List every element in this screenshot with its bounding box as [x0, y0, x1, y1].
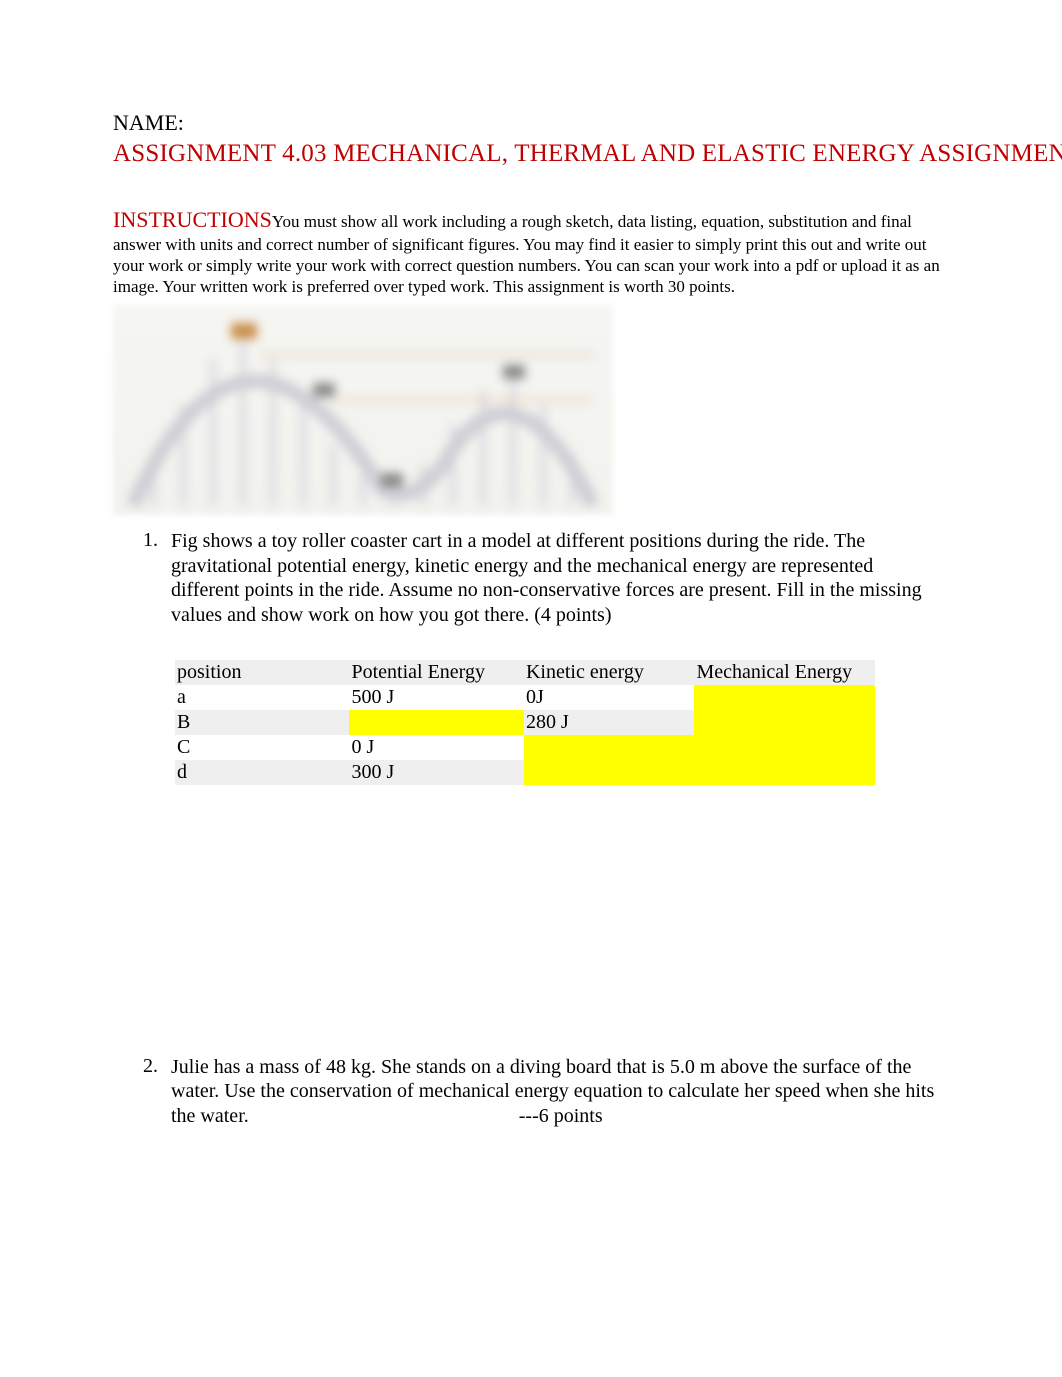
question-1: 1. Fig shows a toy roller coaster cart i… [113, 529, 942, 627]
question-2-text: Julie has a mass of 48 kg. She stands on… [171, 1055, 942, 1129]
table-row: B 280 J [175, 710, 875, 735]
question-1-text: Fig shows a toy roller coaster cart in a… [171, 529, 942, 627]
page: NAME: ASSIGNMENT 4.03 MECHANICAL, THERMA… [0, 0, 1062, 1168]
table-header-row: position Potential Energy Kinetic energy… [175, 660, 875, 685]
cell-pe: 300 J [349, 760, 523, 785]
cell-pe: 500 J [349, 685, 523, 710]
cell-ke: 280 J [524, 710, 694, 735]
cell-ke [524, 735, 694, 760]
energy-table: position Potential Energy Kinetic energy… [175, 660, 875, 785]
cell-position: B [175, 710, 349, 735]
cell-position: d [175, 760, 349, 785]
cell-position: a [175, 685, 349, 710]
cell-ke: 0J [524, 685, 694, 710]
cell-pe [349, 710, 523, 735]
col-header-mechanical: Mechanical Energy [694, 660, 875, 685]
table-row: C 0 J [175, 735, 875, 760]
cell-me [694, 685, 875, 710]
cell-position: C [175, 735, 349, 760]
cell-me [694, 710, 875, 735]
name-label: NAME: [113, 110, 942, 136]
question-2: 2. Julie has a mass of 48 kg. She stands… [113, 1055, 942, 1129]
question-1-number: 1. [143, 529, 171, 627]
col-header-kinetic: Kinetic energy [524, 660, 694, 685]
roller-coaster-svg [113, 305, 613, 515]
question-2-number: 2. [143, 1055, 171, 1129]
cell-pe: 0 J [349, 735, 523, 760]
col-header-position: position [175, 660, 349, 685]
table-row: a 500 J 0J [175, 685, 875, 710]
cell-ke [524, 760, 694, 785]
assignment-title: ASSIGNMENT 4.03 MECHANICAL, THERMAL AND … [113, 140, 942, 168]
cell-me [694, 760, 875, 785]
roller-coaster-figure [113, 305, 613, 515]
instructions-label: INSTRUCTIONS [113, 207, 272, 232]
energy-table-wrap: position Potential Energy Kinetic energy… [175, 660, 875, 785]
question-2-points: ---6 points [519, 1104, 603, 1129]
col-header-potential: Potential Energy [349, 660, 523, 685]
cell-me [694, 735, 875, 760]
instructions-paragraph: INSTRUCTIONSYou must show all work inclu… [113, 206, 942, 297]
table-row: d 300 J [175, 760, 875, 785]
